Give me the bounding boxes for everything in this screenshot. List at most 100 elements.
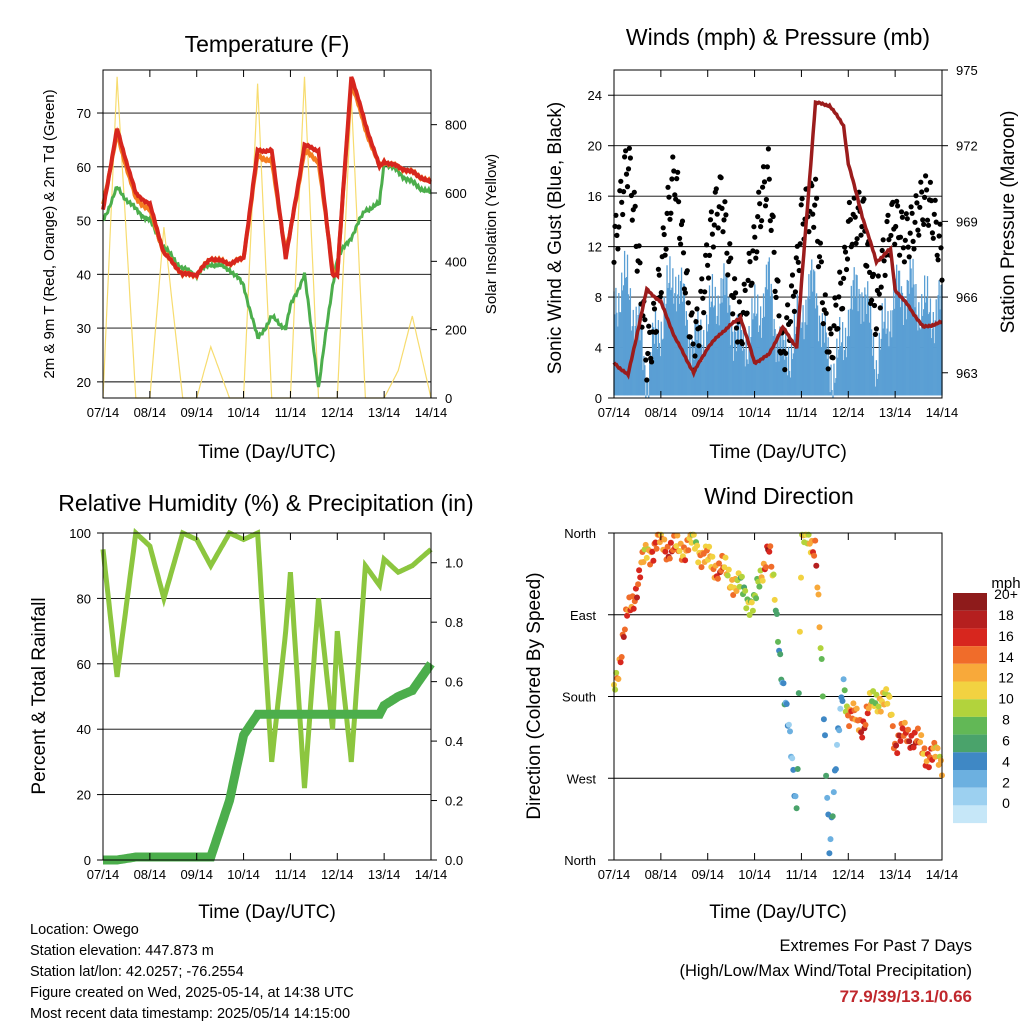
- gust-point: [830, 355, 836, 361]
- precip-line: [103, 661, 435, 865]
- recent-timestamp: Most recent data timestamp: 2025/05/14 1…: [30, 1006, 351, 1022]
- speed-swatch: [953, 734, 987, 753]
- direction-point: [837, 705, 844, 712]
- gust-point: [705, 275, 712, 281]
- direction-point: [730, 592, 737, 598]
- direction-point: [753, 595, 760, 602]
- direction-point: [643, 554, 650, 561]
- gust-point: [806, 229, 812, 235]
- y-tick-label: West: [567, 771, 597, 786]
- gust-point: [693, 319, 699, 325]
- extremes-info: Extremes For Past 7 Days (High/Low/Max W…: [679, 934, 972, 1009]
- humidity-series: [100, 527, 435, 865]
- direction-point: [736, 583, 743, 590]
- direction-point: [661, 536, 668, 543]
- x-tick-label: 11/14: [786, 405, 818, 420]
- gust-point: [906, 254, 912, 260]
- gust-point: [925, 222, 932, 228]
- extremes-subtitle: (High/Low/Max Wind/Total Precipitation): [679, 962, 972, 980]
- gust-point: [815, 264, 822, 270]
- gust-point: [653, 329, 660, 335]
- extremes-title: Extremes For Past 7 Days: [779, 937, 972, 955]
- gust-point: [842, 249, 849, 255]
- direction-point: [917, 739, 924, 746]
- winds-title: Winds (mph) & Pressure (mb): [626, 24, 930, 50]
- y-tick-label: 50: [77, 214, 91, 229]
- gust-point: [754, 249, 760, 255]
- gust-point: [918, 179, 924, 185]
- gust-point: [751, 224, 757, 230]
- speed-swatch: [953, 593, 987, 611]
- gust-point: [660, 225, 666, 231]
- wind-direction-xlabel: Time (Day/UTC): [709, 902, 847, 923]
- gust-point: [758, 224, 764, 230]
- gust-point: [725, 272, 731, 278]
- temperature-ylabel: 2m & 9m T (Red, Orange) & 2m Td (Green): [41, 89, 58, 378]
- direction-point: [652, 539, 659, 546]
- gust-point: [763, 196, 770, 203]
- x-tick-label: 14/14: [415, 405, 448, 420]
- gust-point: [685, 300, 691, 306]
- gust-point: [637, 260, 643, 266]
- gust-point: [788, 283, 795, 289]
- x-tick-label: 07/14: [87, 867, 120, 882]
- direction-point: [763, 564, 769, 571]
- x-tick-label: 13/14: [368, 867, 401, 882]
- gust-point: [696, 343, 702, 349]
- gust-point: [897, 252, 903, 258]
- y-tick-label: East: [570, 608, 596, 623]
- y2-tick-label: 0: [445, 391, 452, 406]
- direction-point: [742, 587, 749, 594]
- gust-point: [885, 212, 891, 218]
- direction-point: [733, 588, 740, 594]
- gust-point: [795, 259, 801, 265]
- x-tick-label: 10/14: [227, 867, 260, 882]
- gust-point: [760, 164, 767, 170]
- gust-point: [698, 288, 704, 294]
- direction-point: [777, 651, 784, 658]
- gust-point: [843, 266, 850, 273]
- gust-point: [903, 211, 909, 217]
- gust-point: [625, 166, 632, 172]
- gust-point: [878, 284, 884, 290]
- direction-point: [767, 543, 774, 550]
- gust-point: [773, 294, 779, 300]
- gust-point: [651, 300, 657, 306]
- gust-point: [676, 199, 682, 205]
- gust-point: [699, 276, 705, 282]
- direction-point: [905, 726, 912, 733]
- gust-point: [907, 230, 913, 236]
- gust-point: [792, 289, 799, 295]
- direction-point: [925, 764, 932, 771]
- gust-point: [739, 341, 745, 347]
- gust-point: [645, 350, 651, 357]
- gust-point: [770, 213, 776, 220]
- direction-point: [770, 571, 777, 578]
- x-tick-label: 08/14: [134, 867, 167, 882]
- gust-point: [667, 216, 673, 222]
- x-tick-label: 13/14: [879, 867, 912, 882]
- direction-point: [889, 723, 896, 730]
- speed-legend-label: 4: [1002, 753, 1010, 769]
- speed-swatch: [953, 699, 987, 717]
- gust-point: [631, 189, 637, 195]
- y2-tick-label: 966: [956, 290, 978, 305]
- gust-point: [909, 210, 915, 216]
- gust-point: [746, 250, 752, 256]
- gust-point: [690, 341, 696, 347]
- gust-point: [783, 350, 789, 356]
- gust-point: [933, 219, 939, 225]
- direction-point: [759, 577, 766, 584]
- gust-point: [899, 214, 906, 220]
- gust-point: [790, 293, 797, 299]
- direction-point: [653, 545, 660, 552]
- gust-point: [784, 315, 790, 321]
- direction-point: [910, 744, 917, 751]
- gust-point: [831, 323, 837, 329]
- y-tick-label: 40: [77, 722, 91, 737]
- direction-point: [839, 698, 846, 704]
- gust-point: [798, 202, 804, 208]
- speed-legend-label: 8: [1002, 712, 1010, 728]
- station-location: Location: Owego: [30, 922, 139, 938]
- direction-point: [695, 559, 702, 566]
